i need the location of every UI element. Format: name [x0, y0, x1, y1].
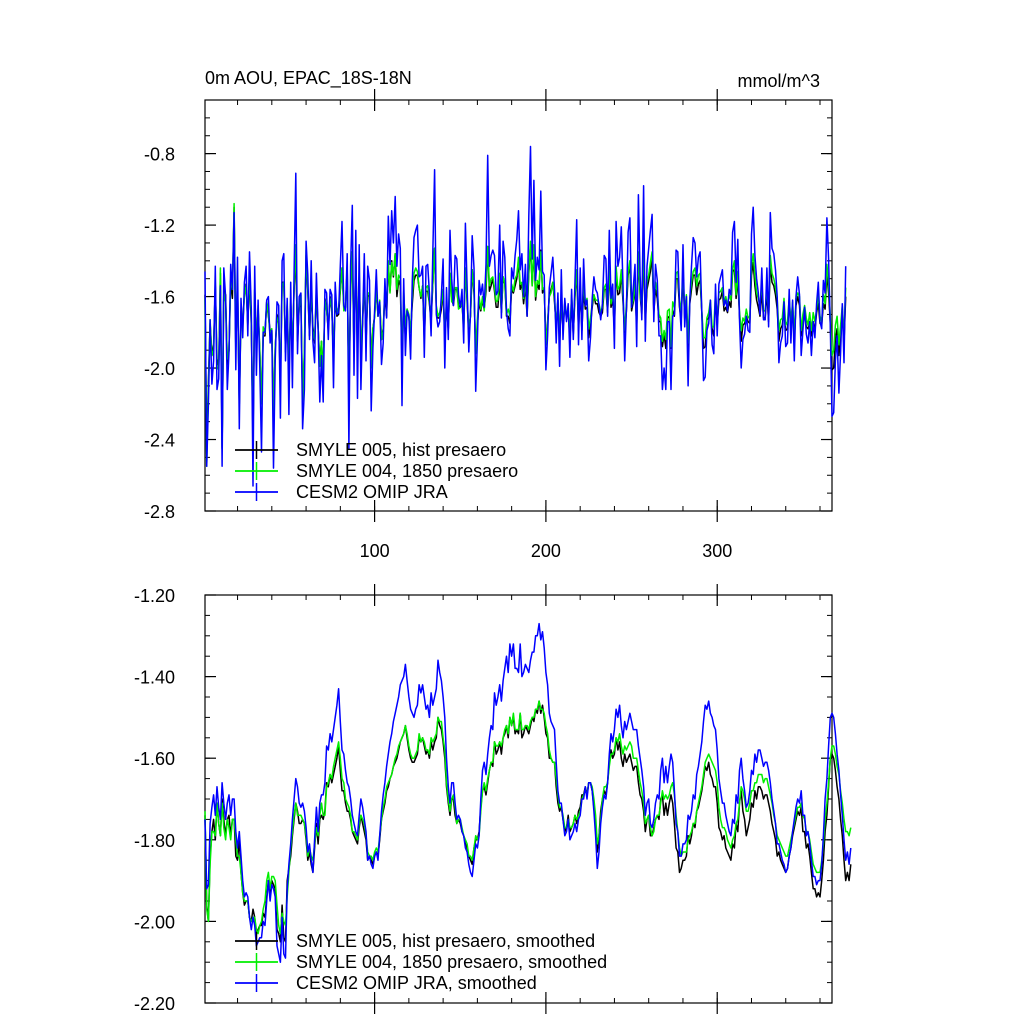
chart-title: 0m AOU, EPAC_18S-18N: [205, 68, 412, 89]
series-line-3: [204, 145, 847, 487]
legend-label: CESM2 OMIP JRA: [296, 482, 448, 502]
legend-label: SMYLE 004, 1850 presaero, smoothed: [296, 952, 607, 972]
x-axis: [237, 584, 821, 1014]
plot-lines: [204, 622, 852, 963]
y-tick-label: -0.8: [144, 145, 175, 165]
series-line-2: [204, 700, 852, 935]
x-tick-label: 300: [702, 541, 732, 561]
y-tick-label: -1.80: [134, 831, 175, 851]
y-tick-label: -1.6: [144, 288, 175, 308]
units-label: mmol/m^3: [738, 71, 820, 91]
y-tick-label: -1.60: [134, 749, 175, 769]
legend-label: CESM2 OMIP JRA, smoothed: [296, 973, 537, 993]
legend-label: SMYLE 004, 1850 presaero: [296, 461, 518, 481]
y-tick-label: -1.40: [134, 668, 175, 688]
y-tick-label: -2.20: [134, 994, 175, 1014]
top-panel: 0m AOU, EPAC_18S-18N mmol/m^3 -2.8-2.4-2…: [144, 68, 847, 561]
y-tick-label: -1.2: [144, 216, 175, 236]
x-tick-label: 100: [360, 541, 390, 561]
y-tick-label: -2.00: [134, 912, 175, 932]
y-tick-label: -1.20: [134, 586, 175, 606]
series-line-3: [204, 622, 852, 963]
legend: SMYLE 005, hist presaero, smoothedSMYLE …: [235, 931, 607, 993]
y-tick-label: -2.0: [144, 359, 175, 379]
legend-label: SMYLE 005, hist presaero, smoothed: [296, 931, 595, 951]
bottom-panel: -2.20 -2.00 -1.80 -1.60 -1.40 -1.20 SMYLE 005…: [134, 584, 852, 1014]
x-axis: 100 200 300: [237, 89, 821, 561]
y-tick-label: -2.8: [144, 502, 175, 522]
series-line-1: [204, 700, 852, 943]
x-tick-label: 200: [531, 541, 561, 561]
y-tick-label: -2.4: [144, 431, 175, 451]
legend-label: SMYLE 005, hist presaero: [296, 440, 506, 460]
plot-lines: [204, 145, 847, 487]
y-axis: -2.8 -2.4 -2.0 -1.6 -1.2 -0.8: [144, 99, 832, 522]
